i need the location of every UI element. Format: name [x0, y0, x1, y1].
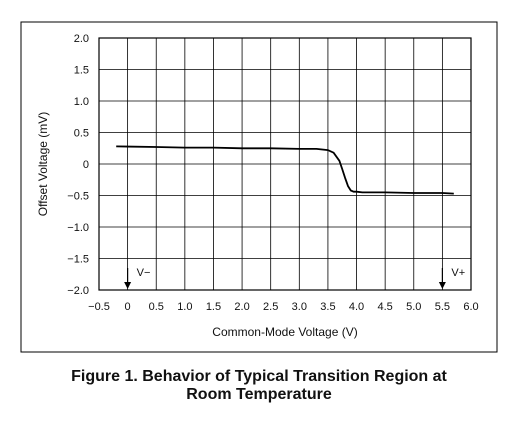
supply-markers: V− V+: [124, 267, 465, 289]
y-tick-label: −1.5: [67, 254, 89, 266]
figure-caption-line-1: Figure 1. Behavior of Typical Transition…: [71, 368, 447, 385]
y-axis-title: Offset Voltage (mV): [36, 112, 50, 217]
y-tick-label: 2.0: [74, 33, 89, 45]
x-tick-labels: −0.5 0 0.5 1.0 1.5 2.0 2.5 3.0 3.5 4.0 4.5 5.0 5.5 6.…: [88, 301, 479, 313]
y-tick-label: 1.0: [74, 96, 89, 108]
x-tick-label: 2.5: [263, 301, 278, 313]
marker-arrow-head: [438, 282, 446, 289]
y-tick-label: −2.0: [67, 285, 89, 297]
figure-caption-line-2: Room Temperature: [186, 386, 332, 403]
y-tick-label: −0.5: [67, 191, 89, 203]
x-tick-label: 1.0: [177, 301, 192, 313]
x-tick-label: 1.5: [206, 301, 221, 313]
plot-area: [98, 37, 472, 291]
figure-frame: [20, 21, 498, 353]
x-tick-label: 5.5: [435, 301, 450, 313]
grid: [98, 37, 472, 291]
x-tick-label: 2.0: [234, 301, 249, 313]
y-tick-label: 0: [83, 159, 89, 171]
x-tick-label: 3.0: [292, 301, 307, 313]
x-tick-label: 3.5: [320, 301, 335, 313]
figure-caption: Figure 1. Behavior of Typical Transition…: [0, 368, 518, 404]
y-tick-label: 1.5: [74, 65, 89, 77]
supply-marker-negative: V−: [124, 267, 150, 289]
x-tick-label: 4.0: [349, 301, 364, 313]
series-line-offset-voltage: [116, 145, 454, 195]
x-tick-label: 6.0: [463, 301, 478, 313]
marker-arrow-head: [124, 282, 132, 289]
x-tick-label: 0.5: [149, 301, 164, 313]
supply-marker-positive: V+: [438, 267, 465, 289]
x-tick-label: 4.5: [378, 301, 393, 313]
y-tick-label: 0.5: [74, 128, 89, 140]
marker-label: V+: [451, 267, 465, 279]
x-tick-label: 5.0: [406, 301, 421, 313]
marker-label: V−: [137, 267, 151, 279]
y-tick-labels: 2.0 1.5 1.0 0.5 0 −0.5 −1.0 −1.5 −2.0: [67, 33, 89, 297]
x-tick-label: −0.5: [88, 301, 110, 313]
x-axis-title: Common-Mode Voltage (V): [212, 325, 357, 339]
x-tick-label: 0: [125, 301, 131, 313]
y-tick-label: −1.0: [67, 222, 89, 234]
